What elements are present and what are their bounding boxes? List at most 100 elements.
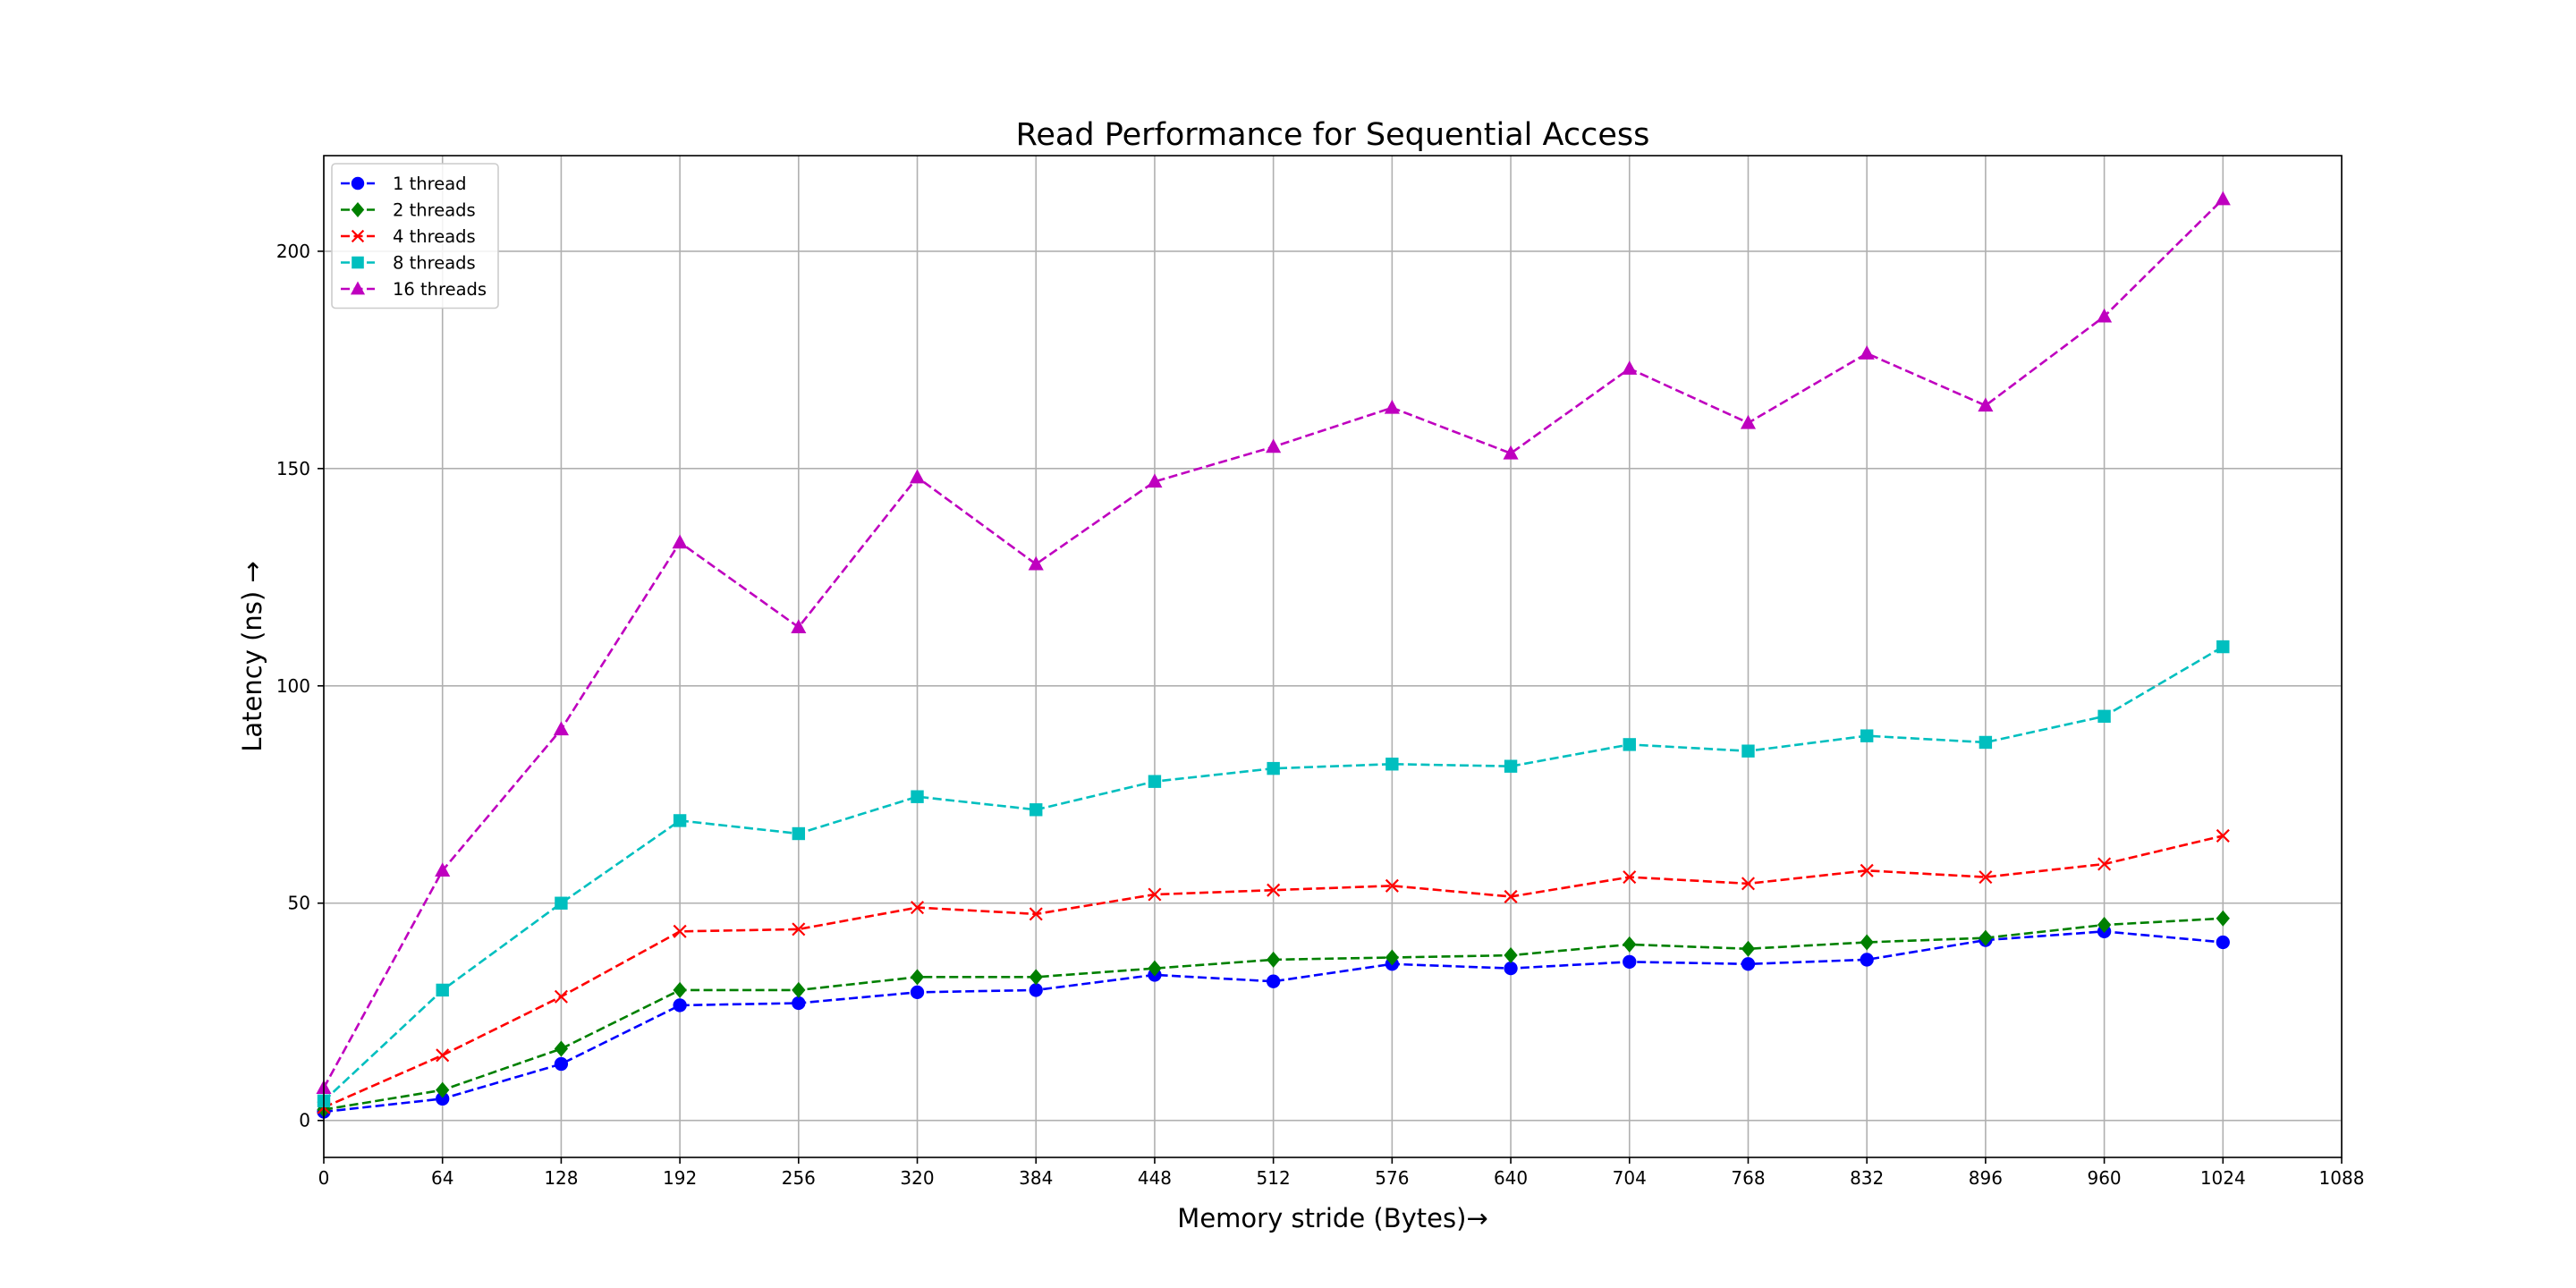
data-point-4-threads [1267, 883, 1281, 897]
data-point-16-threads [2097, 308, 2113, 323]
series-line-1-thread [323, 930, 2224, 1114]
y-axis-title: Latency (ns) → [237, 561, 267, 751]
data-point-1-thread [1266, 974, 1281, 988]
data-point-4-threads [673, 924, 687, 938]
legend-box [331, 163, 499, 309]
legend-item-16-threads: 16 threads [341, 279, 487, 300]
data-point-1-thread [1860, 953, 1874, 967]
legend-marker [351, 176, 365, 191]
data-point-1-thread [1504, 961, 1518, 976]
data-point-2-threads [1741, 940, 1756, 957]
x-tick-label: 128 [544, 1167, 578, 1189]
data-point-16-threads [1147, 473, 1163, 488]
data-point-16-threads [1978, 397, 1994, 412]
x-tick-label: 512 [1257, 1167, 1291, 1189]
legend-marker [350, 281, 366, 295]
data-point-8-threads [792, 826, 806, 841]
data-point-16-threads [791, 619, 807, 633]
data-point-8-threads [555, 896, 568, 910]
data-point-8-threads [1741, 744, 1755, 758]
data-point-16-threads [909, 469, 926, 484]
data-point-2-threads [673, 981, 687, 998]
data-point-16-threads [1503, 445, 1519, 460]
data-point-4-threads [1623, 870, 1637, 885]
data-point-16-threads [2215, 191, 2231, 206]
data-point-4-threads [1029, 907, 1043, 921]
data-point-2-threads [910, 969, 925, 986]
data-point-16-threads [1740, 414, 1757, 429]
legend-label: 2 threads [393, 200, 476, 221]
plot-area-frame [323, 155, 2343, 1158]
data-point-8-threads [911, 790, 924, 803]
data-point-4-threads [436, 1048, 450, 1063]
legend-item-8-threads: 8 threads [341, 253, 476, 274]
data-point-4-threads [1148, 887, 1162, 902]
y-tick-label: 150 [276, 458, 310, 479]
data-point-2-threads [1860, 934, 1874, 951]
legend-label: 1 thread [393, 174, 467, 194]
data-point-2-threads [554, 1040, 569, 1057]
data-point-2-threads [436, 1081, 450, 1098]
data-point-2-threads [1266, 951, 1281, 968]
x-tick-label: 1024 [2200, 1167, 2246, 1189]
y-tick-label: 0 [299, 1110, 310, 1131]
data-point-16-threads [1028, 555, 1044, 571]
data-point-2-threads [2097, 917, 2112, 934]
data-point-2-threads [1148, 960, 1162, 977]
data-point-4-threads [2097, 857, 2112, 871]
data-point-2-threads [792, 981, 806, 998]
data-point-8-threads [673, 814, 687, 827]
series-8-threads [317, 640, 2230, 1108]
x-tick-label: 192 [663, 1167, 697, 1189]
series-2-threads [317, 910, 2230, 1118]
data-point-16-threads [1859, 345, 1875, 360]
legend: 1 thread 2 threads 4 threads 8 threads 16 th… [331, 163, 499, 309]
data-point-16-threads [1384, 399, 1400, 414]
x-tick-label: 384 [1019, 1167, 1053, 1189]
x-tick-label: 320 [900, 1167, 934, 1189]
x-tick-label: 896 [1969, 1167, 2003, 1189]
series-group [316, 191, 2231, 1119]
legend-item-2-threads: 2 threads [341, 200, 476, 221]
data-point-8-threads [1623, 738, 1636, 751]
legend-item-4-threads: 4 threads [341, 226, 476, 247]
data-point-1-thread [1623, 954, 1637, 969]
data-point-8-threads [436, 983, 449, 997]
data-point-8-threads [2216, 640, 2230, 654]
series-16-threads [316, 191, 2231, 1095]
chart-title: Read Performance for Sequential Access [1016, 117, 1650, 153]
data-point-1-thread [1741, 957, 1756, 971]
data-point-2-threads [1623, 936, 1637, 953]
legend-label: 8 threads [393, 253, 476, 274]
axis-ticks: 0 64 128 192 256 320 384 448 512 576 640 704 768 832 8… [276, 241, 2365, 1189]
legend-marker [351, 202, 365, 217]
x-tick-label: 640 [1494, 1167, 1528, 1189]
x-tick-label: 576 [1375, 1167, 1409, 1189]
x-axis-title: Memory stride (Bytes)→ [1177, 1203, 1487, 1233]
legend-label: 16 threads [393, 279, 487, 300]
data-point-4-threads [1860, 863, 1874, 877]
x-tick-label: 0 [318, 1167, 330, 1189]
data-point-4-threads [1979, 870, 1993, 885]
data-point-4-threads [1385, 878, 1399, 893]
data-point-1-thread [673, 998, 687, 1013]
data-point-16-threads [1622, 360, 1638, 375]
series-line-4-threads [323, 835, 2224, 1109]
series-4-threads [317, 828, 2230, 1114]
data-point-1-thread [1029, 983, 1043, 997]
legend-label: 4 threads [393, 226, 476, 247]
data-point-8-threads [1030, 803, 1043, 817]
data-point-8-threads [1385, 758, 1399, 771]
x-tick-label: 1088 [2319, 1167, 2365, 1189]
x-tick-label: 768 [1731, 1167, 1765, 1189]
legend-marker [352, 256, 364, 269]
data-point-2-threads [2216, 910, 2230, 927]
y-tick-label: 200 [276, 241, 310, 262]
data-point-16-threads [435, 862, 451, 877]
data-point-4-threads [1504, 889, 1518, 903]
data-point-4-threads [554, 989, 568, 1004]
data-point-1-thread [2216, 935, 2230, 950]
legend-marker [351, 229, 365, 243]
data-point-4-threads [2216, 828, 2230, 843]
grid-lines [323, 156, 2343, 1157]
